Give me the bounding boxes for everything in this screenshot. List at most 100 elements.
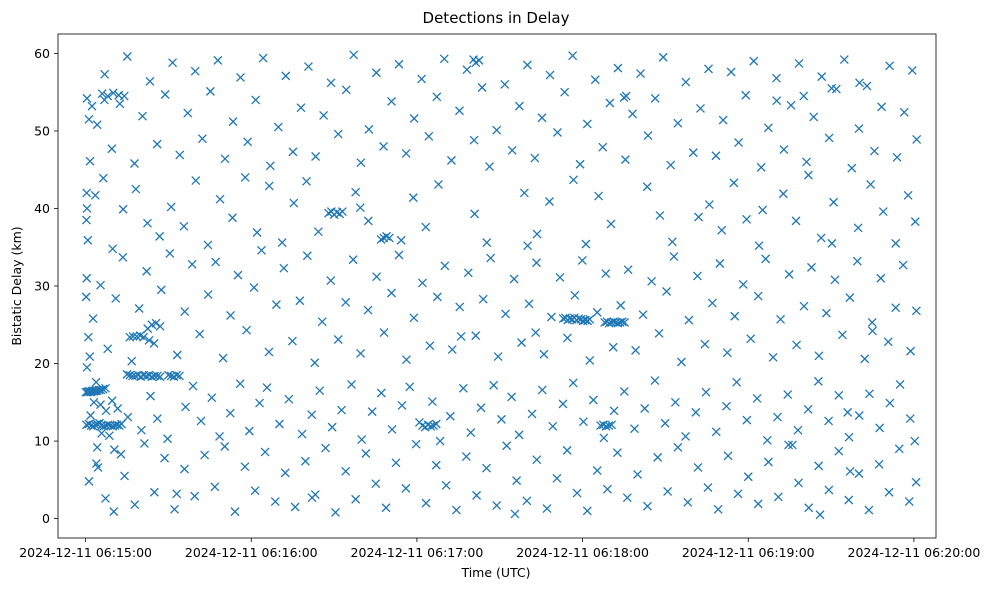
data-point bbox=[160, 453, 170, 463]
data-point bbox=[235, 379, 245, 389]
data-point bbox=[815, 510, 825, 520]
data-point bbox=[860, 354, 870, 364]
data-point bbox=[156, 285, 166, 295]
data-point bbox=[371, 68, 381, 78]
data-point bbox=[122, 52, 132, 61]
plot-frame bbox=[57, 33, 937, 539]
data-point bbox=[432, 292, 442, 302]
data-point bbox=[500, 79, 510, 89]
data-point bbox=[717, 225, 727, 235]
data-point bbox=[891, 303, 901, 313]
data-point bbox=[144, 335, 154, 345]
data-point bbox=[622, 493, 632, 503]
data-point bbox=[101, 493, 110, 503]
data-point bbox=[108, 88, 118, 98]
data-point bbox=[296, 103, 306, 113]
data-point bbox=[351, 494, 361, 504]
data-point bbox=[666, 160, 676, 170]
data-point bbox=[633, 469, 642, 479]
data-point bbox=[317, 317, 327, 327]
data-point bbox=[877, 102, 887, 112]
data-point bbox=[281, 71, 291, 81]
data-point bbox=[539, 349, 549, 359]
data-point bbox=[240, 172, 250, 182]
data-point bbox=[733, 489, 743, 499]
data-point bbox=[570, 290, 580, 300]
data-point bbox=[809, 112, 819, 122]
data-point bbox=[799, 91, 809, 101]
data-point bbox=[97, 428, 107, 438]
data-point bbox=[693, 462, 703, 472]
data-point bbox=[839, 55, 849, 65]
data-point bbox=[211, 257, 221, 267]
data-point bbox=[417, 278, 427, 288]
data-point bbox=[101, 406, 111, 416]
data-point bbox=[469, 135, 479, 145]
data-point bbox=[773, 412, 782, 422]
data-point bbox=[509, 274, 519, 284]
data-point bbox=[409, 313, 419, 323]
data-point bbox=[492, 500, 502, 510]
data-point bbox=[351, 187, 361, 197]
data-point bbox=[242, 325, 252, 335]
data-point bbox=[555, 273, 565, 282]
data-point bbox=[213, 55, 223, 65]
data-point bbox=[255, 398, 265, 408]
data-point bbox=[88, 314, 98, 324]
data-point bbox=[910, 217, 920, 227]
data-point bbox=[279, 263, 289, 273]
data-point bbox=[85, 156, 95, 166]
data-point bbox=[99, 95, 109, 105]
x-axis-label: Time (UTC) bbox=[460, 565, 530, 580]
data-point bbox=[601, 269, 611, 279]
data-point bbox=[802, 157, 811, 167]
data-point bbox=[190, 66, 200, 76]
y-tick-label: 10 bbox=[34, 434, 50, 449]
data-point bbox=[691, 407, 701, 417]
data-point bbox=[319, 110, 329, 120]
data-point bbox=[669, 252, 679, 261]
data-point bbox=[568, 51, 578, 61]
data-point bbox=[109, 507, 119, 517]
data-point bbox=[732, 377, 742, 387]
data-point bbox=[623, 265, 633, 275]
data-point bbox=[803, 170, 813, 180]
data-point bbox=[673, 118, 683, 128]
data-point bbox=[172, 350, 182, 360]
data-point bbox=[715, 259, 725, 268]
data-point bbox=[749, 56, 759, 66]
data-point bbox=[911, 306, 921, 316]
data-point bbox=[287, 336, 297, 346]
data-point bbox=[827, 83, 837, 93]
data-point bbox=[753, 499, 763, 509]
data-point bbox=[421, 498, 431, 508]
data-point bbox=[824, 416, 834, 426]
data-point bbox=[142, 218, 152, 228]
data-point bbox=[86, 411, 96, 420]
data-point bbox=[726, 67, 736, 77]
data-point bbox=[814, 461, 824, 471]
data-point bbox=[852, 256, 862, 266]
data-point bbox=[427, 397, 437, 406]
data-point bbox=[337, 405, 347, 415]
data-point bbox=[791, 216, 801, 226]
data-point bbox=[382, 231, 392, 241]
data-point bbox=[262, 383, 272, 393]
data-point bbox=[763, 457, 773, 467]
data-point bbox=[458, 383, 468, 393]
data-point bbox=[799, 301, 809, 311]
data-point bbox=[264, 181, 274, 191]
data-point bbox=[711, 151, 721, 161]
data-point bbox=[87, 101, 97, 111]
data-point bbox=[432, 92, 442, 102]
data-point bbox=[496, 414, 506, 424]
data-point bbox=[175, 371, 184, 381]
data-point bbox=[723, 451, 733, 461]
data-point bbox=[401, 355, 411, 365]
data-point bbox=[787, 440, 797, 450]
data-point bbox=[784, 269, 794, 279]
data-point bbox=[155, 321, 165, 331]
data-point bbox=[575, 159, 585, 169]
data-point bbox=[307, 493, 317, 503]
data-point bbox=[249, 283, 259, 293]
